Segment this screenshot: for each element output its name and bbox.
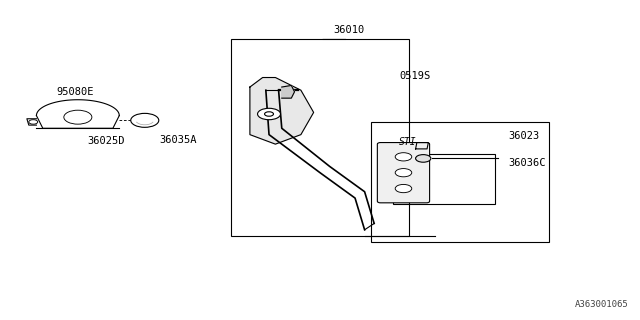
Text: 36023: 36023 — [508, 131, 540, 141]
Text: 36036C: 36036C — [508, 158, 545, 168]
Bar — [394, 154, 495, 204]
Circle shape — [264, 112, 273, 116]
Circle shape — [131, 113, 159, 127]
Circle shape — [415, 155, 431, 162]
Circle shape — [29, 120, 38, 124]
Polygon shape — [282, 85, 294, 98]
Text: STI: STI — [399, 137, 416, 147]
Polygon shape — [250, 77, 314, 144]
Bar — [231, 39, 409, 236]
Circle shape — [395, 153, 412, 161]
Circle shape — [395, 184, 412, 193]
Text: A363001065: A363001065 — [575, 300, 629, 309]
Circle shape — [64, 110, 92, 124]
Circle shape — [395, 169, 412, 177]
Circle shape — [257, 108, 280, 120]
Bar — [371, 122, 549, 243]
Text: 0519S: 0519S — [399, 71, 431, 81]
Text: 36035A: 36035A — [159, 135, 197, 145]
Text: 36025D: 36025D — [88, 136, 125, 146]
Text: 36010: 36010 — [333, 25, 364, 35]
Text: 95080E: 95080E — [57, 87, 94, 97]
FancyBboxPatch shape — [378, 142, 429, 203]
